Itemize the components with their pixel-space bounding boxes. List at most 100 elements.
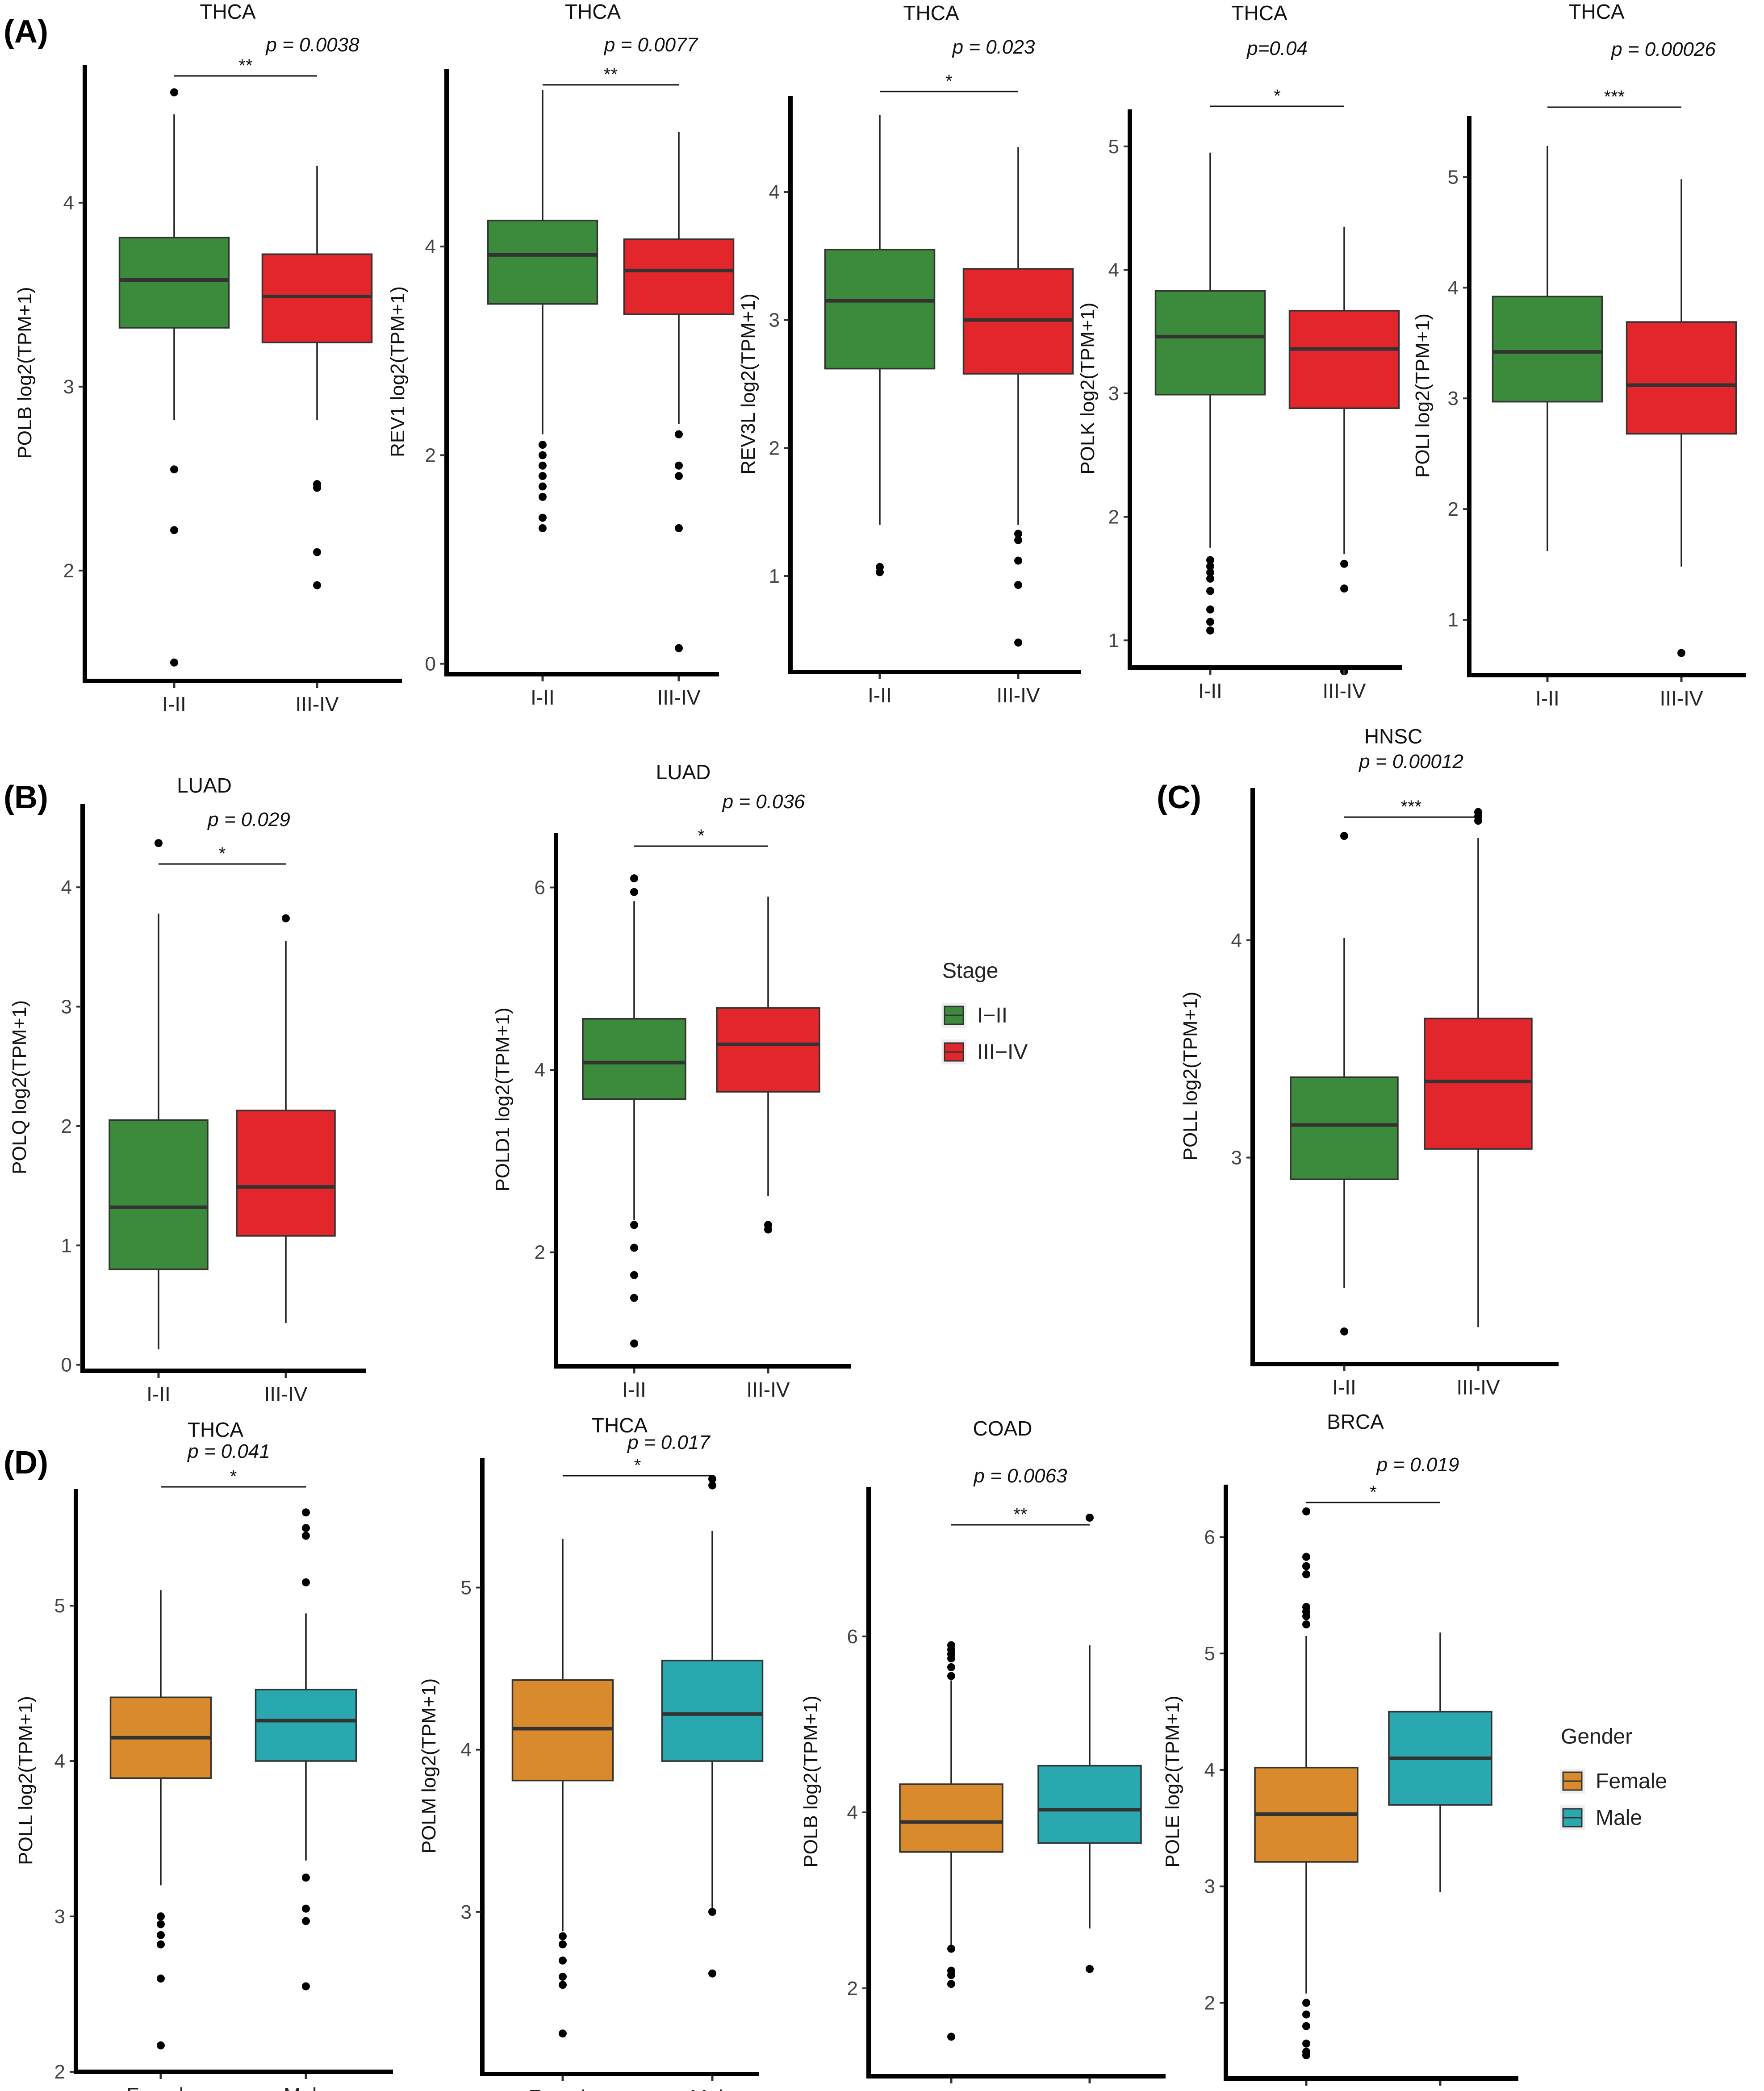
x-tick-label: Female [528,2086,597,2091]
outlier-point [1302,1553,1310,1561]
box-iii-iv [236,914,336,1323]
y-tick-label: 5 [54,1595,65,1617]
box-female [899,1641,1003,2041]
y-tick-label: 4 [1231,930,1242,952]
outlier-point [157,1931,165,1939]
y-tick-label: 2 [61,1115,72,1137]
y-tick-label: 3 [1204,1876,1215,1898]
outlier-point [559,1940,567,1949]
outlier-point [313,548,321,556]
y-tick-label: 5 [461,1577,472,1599]
x-tick-label: III-IV [996,684,1040,707]
x-tick-label: III-IV [1322,679,1366,702]
outlier-point [876,568,884,576]
outlier-point [947,1971,955,1979]
box-male [255,1508,357,1991]
x-tick-label: I-II [146,1382,171,1406]
outlier-point [1677,649,1685,657]
box-iqr [1154,290,1266,396]
outlier-point [282,914,290,922]
box-iii-iv [716,896,820,1234]
outlier-point [1302,1620,1310,1628]
box-female [1254,1507,1359,2059]
legend-title: Stage [942,959,998,983]
p-value-label: p = 0.00012 [1358,751,1463,772]
y-tick-label: 3 [1448,388,1459,409]
chart-panel: COAD p = 0.0063 ** 2 4 6 Female Male POLB log2(T… [800,1417,1166,2091]
box-iqr [582,1018,686,1100]
outlier-point [1474,817,1482,825]
significance-stars: * [634,1456,641,1475]
y-tick-label: 3 [1108,383,1119,405]
outlier-point [675,430,683,438]
box-iqr [1288,310,1400,409]
box-iii-iv [261,166,373,589]
outlier-point [947,1654,955,1663]
outlier-point [157,1974,165,1983]
outlier-point [1206,587,1214,595]
x-tick-label: III-IV [746,1378,790,1401]
box-iii-iv [962,147,1074,647]
outlier-point [539,461,547,470]
y-tick-label: 6 [1204,1526,1215,1548]
y-axis-label: REV1 log2(TPM+1) [387,286,409,457]
outlier-point [1302,2010,1310,2019]
outlier-point [630,1271,638,1279]
y-tick-label: 0 [61,1354,72,1376]
y-axis-label: POLB log2(TPM+1) [14,287,36,459]
y-tick-label: 2 [1108,506,1119,528]
box-iqr [661,1660,764,1762]
y-tick-label: 2 [1204,1992,1215,2014]
outlier-point [559,1981,567,1989]
box-iqr [109,1119,209,1270]
outlier-point [302,1532,310,1540]
outlier-point [1206,568,1214,577]
outlier-point [539,492,547,501]
y-tick-label: 1 [769,565,780,587]
y-tick-label: 2 [769,437,780,459]
box-iqr [236,1110,336,1237]
y-tick-label: 3 [54,1906,65,1928]
x-tick-label: I-II [622,1378,646,1401]
significance-stars: * [1274,86,1281,106]
outlier-point [170,526,178,534]
p-value-label: p = 0.029 [207,809,290,831]
p-value-label: p = 0.041 [187,1440,270,1462]
significance-stars: * [1370,1482,1377,1502]
outlier-point [1340,1327,1348,1336]
outlier-point [675,461,683,470]
outlier-point [630,1221,638,1229]
chart-title: BRCA [1327,1410,1384,1433]
outlier-point [708,1907,716,1916]
outlier-point [1206,574,1214,583]
y-tick-label: 6 [535,877,545,899]
chart-title: THCA [1231,1,1287,25]
box-iqr [899,1783,1003,1853]
p-value-label: p=0.04 [1246,38,1308,59]
p-value-label: p = 0.0038 [265,34,359,56]
chart-title: LUAD [656,760,711,784]
p-value-label: p = 0.0063 [973,1465,1067,1487]
outlier-point [1302,1562,1310,1570]
box-i-ii [109,839,209,1349]
box-iii-iv [623,132,735,652]
box-iqr [487,220,598,305]
y-tick-label: 4 [425,236,436,258]
outlier-point [947,1672,955,1680]
chart-title: THCA [1568,0,1625,23]
legend-title: Gender [1561,1725,1632,1749]
y-tick-label: 4 [1448,277,1459,299]
y-axis-label: POLE log2(TPM+1) [1162,1695,1183,1867]
box-iqr [1037,1765,1142,1844]
outlier-point [1014,581,1022,589]
outlier-point [170,88,178,96]
x-tick-label: I-II [1332,1376,1356,1399]
x-tick-label: I-II [868,684,892,707]
y-tick-label: 1 [1108,630,1119,651]
chart-panel: THCA p = 0.0077 ** 0 2 4 I-II III-IV REV1 log2(T… [387,0,735,709]
outlier-point [302,1982,310,1991]
outlier-point [539,441,547,449]
chart-panel: THCA p = 0.0038 ** 2 3 4 I-II III-IV POLB log2(T… [14,0,402,716]
box-iqr [1290,1076,1399,1180]
